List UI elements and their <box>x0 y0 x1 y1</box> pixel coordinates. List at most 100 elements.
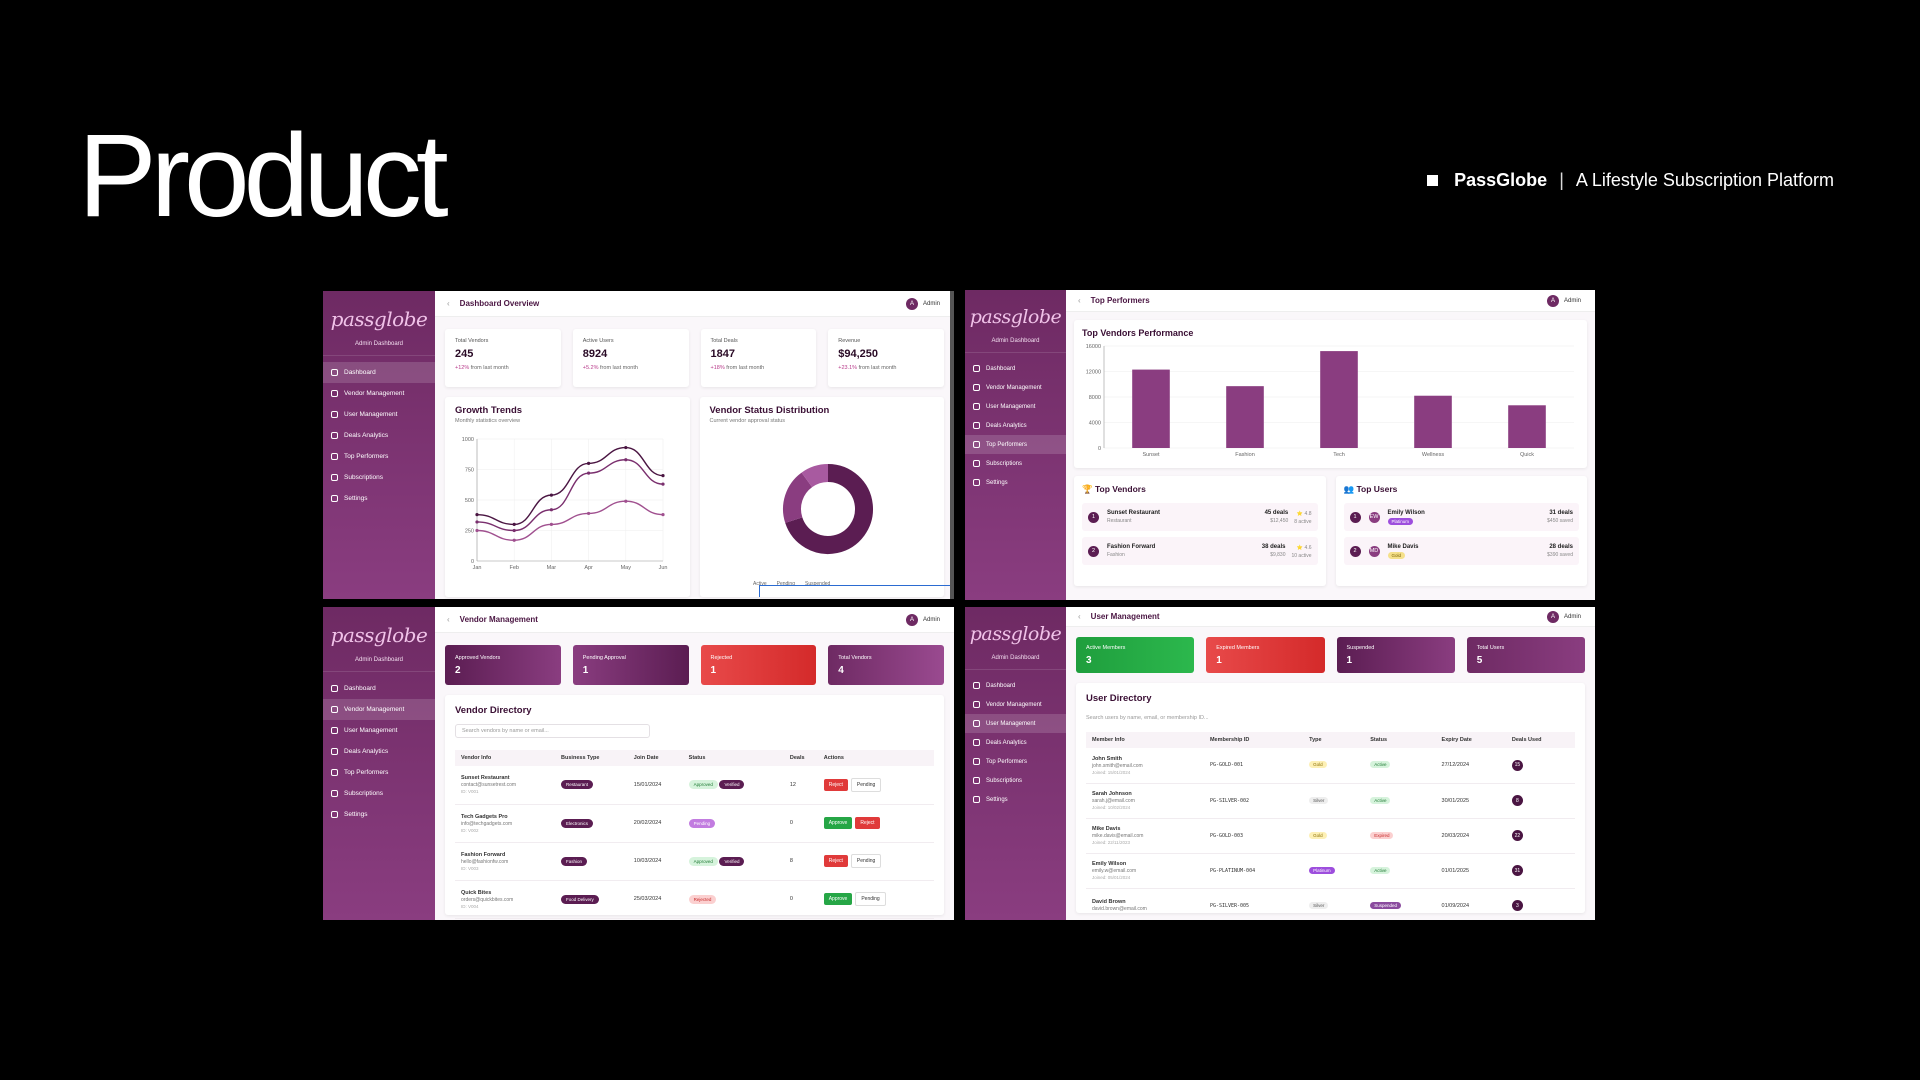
sidebar-item-user-management[interactable]: User Management <box>323 720 435 741</box>
sidebar-item-top-performers[interactable]: Top Performers <box>965 752 1066 771</box>
sidebar-item-deals-analytics[interactable]: Deals Analytics <box>323 741 435 762</box>
reject-button[interactable]: Reject <box>855 817 880 829</box>
check-circle-icon <box>331 432 338 439</box>
scrollbar[interactable] <box>950 291 954 599</box>
stat-card: Approved Vendors 2 <box>445 645 561 685</box>
sidebar-item-top-performers[interactable]: Top Performers <box>323 762 435 783</box>
pending-button[interactable]: Pending <box>850 854 882 868</box>
reject-button[interactable]: Reject <box>823 778 848 791</box>
sidebar-item-subscriptions[interactable]: Subscriptions <box>323 783 435 804</box>
sidebar-item-settings[interactable]: Settings <box>323 804 435 825</box>
data-point <box>624 499 628 503</box>
sidebar-item-label: Vendor Management <box>344 706 405 713</box>
sidebar-item-deals-analytics[interactable]: Deals Analytics <box>965 733 1066 752</box>
sidebar-item-top-performers[interactable]: Top Performers <box>323 446 435 467</box>
calendar-icon <box>973 365 980 372</box>
card-title: Vendor Status Distribution <box>709 405 830 416</box>
app-logo: passglobe <box>969 306 1062 328</box>
type-badge: Silver <box>1309 901 1329 909</box>
sidebar-item-deals-analytics[interactable]: Deals Analytics <box>323 425 435 446</box>
x-tick-label: Sunset <box>1142 452 1160 458</box>
approve-button[interactable]: Approve <box>823 893 853 905</box>
y-tick-label: 0 <box>1098 446 1101 452</box>
deal-count: 45 deals <box>1264 510 1289 516</box>
sidebar-item-deals-analytics[interactable]: Deals Analytics <box>965 416 1066 435</box>
stat-card: Active Members 3 <box>1076 637 1195 673</box>
list-item[interactable]: 2 MD Mike Davis Gold 28 deals $390 saved <box>1343 537 1579 565</box>
approve-button[interactable]: Approve <box>823 817 853 829</box>
sidebar-item-vendor-management[interactable]: Vendor Management <box>323 699 435 720</box>
back-icon[interactable]: ‹ <box>1078 612 1081 621</box>
table-row: John Smith john.smith@email.com Joined: 15… <box>1086 748 1575 784</box>
main-panel: ‹ User Management A Admin Active Members 3… <box>1066 607 1595 920</box>
active-count: 10 active <box>1291 553 1312 559</box>
admin-menu[interactable]: A Admin <box>1546 295 1581 307</box>
calendar-icon <box>331 369 338 376</box>
sidebar-item-dashboard[interactable]: Dashboard <box>965 359 1066 378</box>
join-date: 10/03/2024 <box>627 842 683 881</box>
vendor-type: Restaurant <box>1107 518 1132 524</box>
pending-button[interactable]: Pending <box>855 892 886 906</box>
sidebar-item-top-performers[interactable]: Top Performers <box>965 435 1066 454</box>
sidebar-item-settings[interactable]: Settings <box>323 488 435 509</box>
member-name: David Brown <box>1092 899 1126 905</box>
membership-id: PG-GOLD-001 <box>1203 748 1304 784</box>
y-tick-label: 0 <box>471 559 474 565</box>
admin-menu[interactable]: A Admin <box>1546 611 1581 623</box>
admin-menu[interactable]: A Admin <box>905 298 940 310</box>
list-item[interactable]: 1 EW Emily Wilson Platinum 31 deals $450 s… <box>1343 503 1579 531</box>
list-item[interactable]: 2 Fashion Forward Fashion 38 deals $9,830 … <box>1082 537 1318 565</box>
vendor-name: Sunset Restaurant <box>461 775 510 782</box>
sidebar-item-settings[interactable]: Settings <box>965 790 1066 809</box>
sidebar-item-user-management[interactable]: User Management <box>965 714 1066 733</box>
brand-name: PassGlobe <box>1454 170 1548 190</box>
sidebar-item-subscriptions[interactable]: Subscriptions <box>965 454 1066 473</box>
back-icon[interactable]: ‹ <box>447 299 450 308</box>
back-icon[interactable]: ‹ <box>1078 296 1081 305</box>
sidebar-item-dashboard[interactable]: Dashboard <box>323 362 435 383</box>
sidebar-item-subscriptions[interactable]: Subscriptions <box>965 771 1066 790</box>
reject-button[interactable]: Reject <box>823 855 848 867</box>
legend-item: Pending <box>776 581 795 587</box>
rating: ⭐ 4.6 <box>1296 545 1312 551</box>
square-bullet-icon <box>1427 175 1439 186</box>
admin-menu[interactable]: A Admin <box>905 614 940 626</box>
x-tick-label: Wellness <box>1422 452 1444 458</box>
app-logo: passglobe <box>330 307 428 331</box>
avatar: A <box>905 614 918 626</box>
stat-value: 1 <box>710 665 717 676</box>
sidebar-item-vendor-management[interactable]: Vendor Management <box>965 695 1066 714</box>
stat-label: Rejected <box>710 655 733 661</box>
active-count: 8 active <box>1294 519 1312 525</box>
vendor-status-donut <box>782 464 873 554</box>
user-search-input[interactable]: Search users by name, email, or membersh… <box>1086 715 1209 721</box>
card-subtitle: Monthly statistics overview <box>455 418 521 424</box>
card-title: Growth Trends <box>455 405 523 416</box>
brand-separator: | <box>1559 170 1564 190</box>
card-title: Top Vendors Performance <box>1082 328 1194 338</box>
back-icon[interactable]: ‹ <box>447 615 450 624</box>
sidebar-item-subscriptions[interactable]: Subscriptions <box>323 467 435 488</box>
sidebar-item-label: Settings <box>344 495 368 502</box>
sidebar-item-vendor-management[interactable]: Vendor Management <box>323 383 435 404</box>
sidebar-item-vendor-management[interactable]: Vendor Management <box>965 378 1066 397</box>
main-panel: ‹ Vendor Management A Admin Approved Vend… <box>435 607 954 920</box>
vendor-search-input[interactable]: Search vendors by name or email... <box>455 724 650 738</box>
vendor-type: Fashion <box>1107 552 1125 558</box>
sidebar-item-user-management[interactable]: User Management <box>965 397 1066 416</box>
membership-id: PG-PLATINUM-004 <box>1203 853 1304 889</box>
sidebar-item-dashboard[interactable]: Dashboard <box>323 678 435 699</box>
column-header: Deals Used <box>1505 732 1575 748</box>
sidebar-item-settings[interactable]: Settings <box>965 473 1066 492</box>
sidebar-item-dashboard[interactable]: Dashboard <box>965 676 1066 695</box>
y-tick-label: 12000 <box>1086 370 1101 376</box>
y-tick-label: 250 <box>465 529 474 535</box>
list-item[interactable]: 1 Sunset Restaurant Restaurant 45 deals $1… <box>1082 503 1318 531</box>
pending-button[interactable]: Pending <box>850 777 882 792</box>
admin-label: Admin <box>1563 614 1581 620</box>
member-email: mike.davis@email.com <box>1092 833 1144 839</box>
sidebar-item-user-management[interactable]: User Management <box>323 404 435 425</box>
tier-badge: Gold <box>1387 551 1406 559</box>
deals-used: 15 <box>1511 759 1523 771</box>
vendor-id: ID: V002 <box>461 827 479 833</box>
